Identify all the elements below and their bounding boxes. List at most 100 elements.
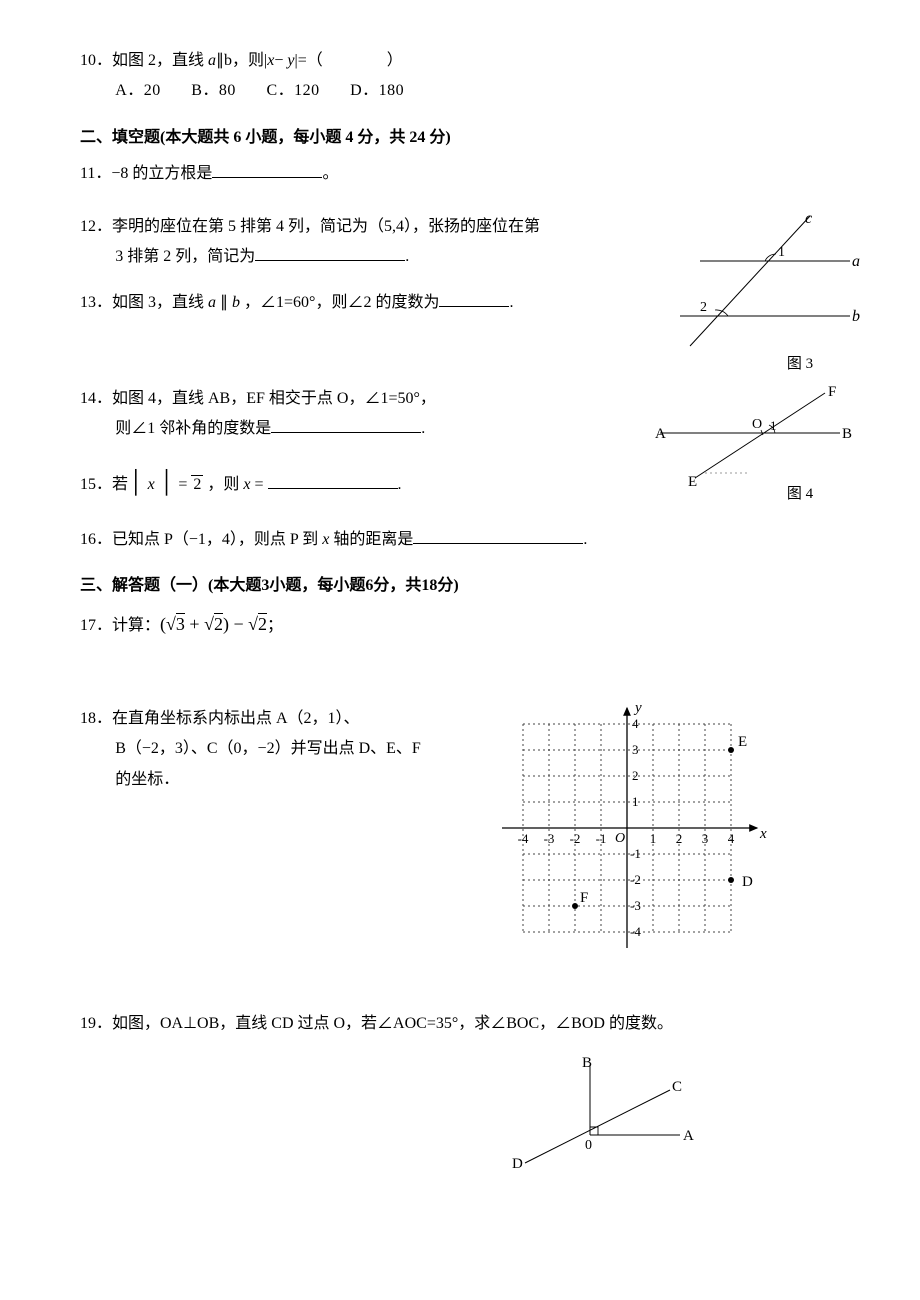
q12-blank [255,242,405,261]
fig18-point-E [728,747,734,753]
q12-line1: 12．李明的座位在第 5 排第 4 列，简记为（5,4），张扬的座位在第 [80,212,648,242]
fig19-A: A [683,1128,694,1144]
fig18-label-F: F [580,890,588,906]
fig4-B: B [842,426,852,442]
q14-blank [271,415,421,434]
q14-line2-prefix: 则∠1 邻补角的度数是 [115,420,271,437]
q12-line2-wrap: 3 排第 2 列，简记为. [80,242,648,272]
row-q18: 18．在直角坐标系内标出点 A（2，1）、 B（−2，3）、C（0，−2）并写出… [80,698,860,963]
q10-choice-a: A．20 [115,76,161,106]
section-3-heading: 三、解答题（一）(本大题3小题，每小题6分，共18分) [80,571,860,601]
fig3-svg: c a b 1 2 [660,206,860,356]
fig19-C: C [672,1079,682,1095]
fig19-O: 0 [585,1138,592,1153]
q17-suffix: ； [267,617,283,634]
fig3-label-c: c [805,210,812,227]
fig18-xt--3: -3 [544,831,555,846]
q15-prefix: 15．若 [80,476,128,493]
q10-mid2: − [274,52,287,69]
fig3-label-a: a [852,253,860,270]
q18-line2: B（−2，3）、C（0，−2）并写出点 D、E、F [80,734,470,764]
q10-prefix: 10．如图 2，直线 [80,52,208,69]
fig18-xt--1: -1 [596,831,607,846]
fig18-label-E: E [738,734,747,750]
q16-prefix: 16．已知点 P（−1，4），则点 P 到 [80,531,322,548]
q10-mid1: ∥b，则| [216,52,267,69]
fig3-angle-1: 1 [778,245,785,260]
fig4-O: O [752,417,762,432]
q13-suffix: . [509,294,513,311]
fig4-E: E [688,474,697,488]
figure-18: x y O -4 -3 -2 -1 1 2 3 4 1 2 3 4 -1 -2 [482,698,782,963]
q16-mid: 轴的距离是 [329,531,413,548]
q16-blank [413,525,583,544]
fig18-xt-2: 2 [676,831,683,846]
fig18-yt-3: 3 [632,742,639,757]
fig18-yt--2: -2 [630,872,641,887]
col-text-q14-q15: 14．如图 4，直线 AB，EF 相交于点 O，∠1=50°， 则∠1 邻补角的… [80,378,638,519]
question-15: 15．若│ x │ = 2 ，则 x = . [80,461,638,503]
fig4-A: A [655,426,666,442]
question-18: 18．在直角坐标系内标出点 A（2，1）、 B（−2，3）、C（0，−2）并写出… [80,704,470,795]
col-text-q18: 18．在直角坐标系内标出点 A（2，1）、 B（−2，3）、C（0，−2）并写出… [80,698,470,811]
q13-prefix: 13．如图 3，直线 [80,294,208,311]
fig18-ylabel: y [633,700,642,716]
q15-eq: = [174,476,191,493]
fig18-origin: O [615,831,625,846]
q15-mid: ，则 [203,476,243,493]
q13-var-b: b [232,294,240,311]
fig18-yt-1: 1 [632,794,639,809]
q14-line2-suffix: . [421,420,425,437]
section-2-heading: 二、填空题(本大题共 6 小题，每小题 4 分，共 24 分) [80,123,860,153]
fig18-xlabel: x [759,826,767,842]
q14-line1: 14．如图 4，直线 AB，EF 相交于点 O，∠1=50°， [80,384,638,414]
q15-eq2: = [250,476,267,493]
fig4-angle1: 1 [770,418,777,433]
q10-choice-b: B．80 [191,76,236,106]
q12-line2-prefix: 3 排第 2 列，简记为 [115,248,255,265]
figure-3: c a b 1 2 图 3 [660,206,860,379]
q13-var-a: a [208,294,216,311]
question-12: 12．李明的座位在第 5 排第 4 列，简记为（5,4），张扬的座位在第 3 排… [80,212,648,273]
q16-suffix: . [583,531,587,548]
question-11: 11．−8 的立方根是。 [80,159,860,189]
fig3-angle-2: 2 [700,300,707,315]
q18-line3: 的坐标． [80,765,470,795]
figure-19-wrap: A B C D 0 [80,1055,860,1175]
q12-line2-suffix: . [405,248,409,265]
question-19: 19．如图，OA⊥OB，直线 CD 过点 O，若∠AOC=35°，求∠BOC，∠… [80,1009,860,1039]
fig18-svg: x y O -4 -3 -2 -1 1 2 3 4 1 2 3 4 -1 -2 [482,698,782,963]
fig18-yt--4: -4 [630,924,641,939]
fig18-yt--1: -1 [630,846,641,861]
q13-blank [439,289,509,308]
q18-line1: 18．在直角坐标系内标出点 A（2，1）、 [80,704,470,734]
question-13: 13．如图 3，直线 a ∥ b ，∠1=60°，则∠2 的度数为. [80,288,648,318]
col-text-q12-q13: 12．李明的座位在第 5 排第 4 列，简记为（5,4），张扬的座位在第 3 排… [80,206,648,335]
q10-text: 10．如图 2，直线 a∥b，则|x− y|=（ ） [80,52,403,69]
q15-suffix: . [398,476,402,493]
fig19-B: B [582,1055,592,1071]
q10-choice-c: C．120 [266,76,319,106]
question-10: 10．如图 2，直线 a∥b，则|x− y|=（ ） A．20 B．80 C．1… [80,46,860,107]
fig3-caption: 图 3 [660,350,860,379]
fig18-xt--2: -2 [570,831,581,846]
fig4-svg: A B E F O 1 [650,378,860,488]
fig18-point-D [728,877,734,883]
fig4-F: F [828,384,836,400]
q10-var-a: a [208,52,216,69]
q13-mid1: ∥ [216,294,232,311]
q17-prefix: 17．计算： [80,617,160,634]
fig18-xt--4: -4 [518,831,529,846]
q10-choice-d: D．180 [350,76,404,106]
q19-text: 19．如图，OA⊥OB，直线 CD 过点 O，若∠AOC=35°，求∠BOC，∠… [80,1015,673,1032]
fig18-xt-4: 4 [728,831,735,846]
q10-choices: A．20 B．80 C．120 D．180 [80,76,860,106]
fig18-yt-4: 4 [632,716,639,731]
fig19-svg: A B C D 0 [500,1055,700,1175]
fig18-xt-1: 1 [650,831,657,846]
q10-mid3: |=（ ） [294,52,402,69]
q11-suffix: 。 [322,165,338,182]
q11-blank [212,160,322,179]
q15-abs-open: │ [128,469,144,494]
q14-line2-wrap: 则∠1 邻补角的度数是. [80,414,638,444]
